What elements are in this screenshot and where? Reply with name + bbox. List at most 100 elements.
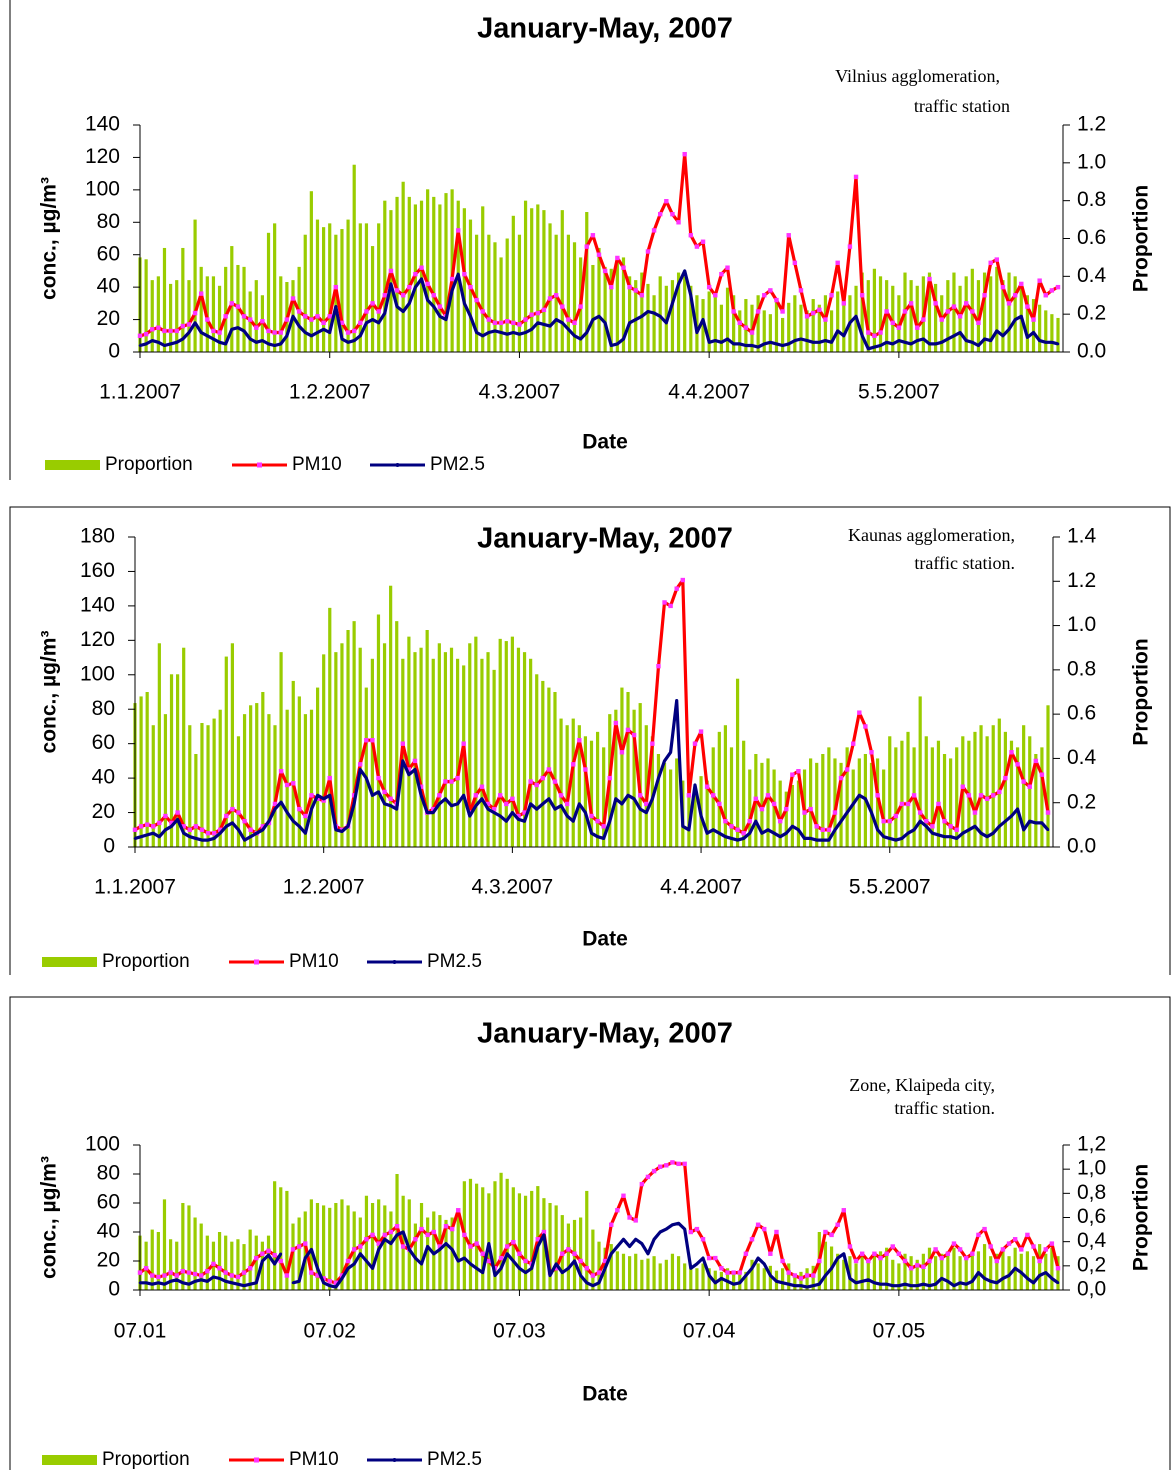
marker: [646, 310, 650, 313]
bar: [266, 1235, 271, 1290]
marker: [595, 818, 600, 824]
bar: [211, 276, 216, 352]
bar: [787, 1263, 791, 1290]
bar: [175, 1241, 179, 1290]
legend-marker: [392, 960, 397, 964]
marker: [254, 340, 258, 344]
marker: [713, 1281, 717, 1285]
bar: [455, 658, 460, 847]
marker: [857, 710, 862, 715]
marker: [535, 1237, 540, 1242]
marker: [985, 835, 989, 838]
marker: [346, 340, 350, 344]
marker: [881, 818, 886, 824]
bar: [784, 791, 788, 847]
marker: [144, 1281, 148, 1285]
marker: [888, 837, 892, 840]
marker: [322, 1281, 325, 1285]
bar: [811, 299, 815, 352]
marker: [364, 1237, 369, 1242]
legend-label: PM10: [289, 951, 339, 972]
marker: [585, 1281, 589, 1285]
bar: [389, 1211, 393, 1290]
marker: [218, 831, 222, 835]
marker: [917, 810, 923, 815]
y2-tick-label: 0.2: [1077, 302, 1106, 325]
bar: [328, 223, 332, 352]
marker: [304, 831, 307, 835]
marker: [725, 1270, 730, 1275]
marker: [273, 344, 276, 347]
marker: [964, 1255, 969, 1261]
marker: [560, 1271, 564, 1274]
marker: [536, 1245, 540, 1248]
marker: [546, 767, 552, 772]
bar: [583, 736, 588, 847]
marker: [597, 1281, 601, 1285]
marker: [498, 814, 502, 818]
bar: [162, 247, 167, 352]
marker: [784, 831, 788, 835]
bar: [626, 692, 630, 847]
bar: [614, 709, 618, 847]
marker: [560, 321, 564, 325]
bar: [510, 636, 514, 847]
marker: [284, 317, 290, 322]
marker: [1056, 342, 1060, 346]
bar: [481, 206, 485, 352]
bar: [891, 285, 895, 352]
bar: [989, 1256, 993, 1290]
marker: [804, 1273, 810, 1278]
marker: [971, 340, 974, 344]
marker: [469, 315, 472, 318]
marker: [1021, 779, 1026, 784]
marker: [902, 309, 908, 314]
marker: [699, 814, 703, 818]
marker: [609, 1222, 614, 1227]
bar: [591, 264, 595, 352]
marker: [671, 302, 674, 305]
y-tick-label: 140: [85, 113, 120, 136]
bar: [805, 310, 809, 352]
bar: [652, 1256, 656, 1290]
y-tick-label: 100: [85, 177, 120, 200]
bar: [559, 718, 563, 847]
marker: [255, 831, 259, 835]
marker: [493, 329, 497, 333]
marker: [936, 801, 941, 807]
marker: [637, 793, 643, 798]
marker: [830, 1266, 833, 1270]
marker: [578, 304, 583, 309]
marker: [223, 314, 228, 319]
y2-tick-label: 0,6: [1077, 1205, 1106, 1228]
marker: [1000, 284, 1006, 290]
legend-marker: [254, 959, 259, 965]
marker: [663, 759, 666, 763]
marker: [964, 339, 968, 342]
marker: [995, 1281, 999, 1285]
marker: [247, 317, 253, 322]
marker: [597, 315, 601, 318]
marker: [309, 317, 314, 322]
bar: [735, 678, 740, 847]
marker: [510, 796, 515, 801]
marker: [401, 310, 405, 313]
bar: [169, 1239, 173, 1290]
bar: [597, 1241, 601, 1290]
marker: [310, 807, 313, 811]
marker: [1006, 1241, 1012, 1246]
bar: [640, 1259, 644, 1290]
bar: [781, 1268, 785, 1290]
marker: [236, 326, 240, 329]
marker: [650, 741, 655, 746]
y-tick-label: 140: [80, 593, 115, 616]
marker: [540, 775, 546, 781]
bar: [729, 747, 734, 847]
marker: [310, 334, 313, 338]
marker: [400, 293, 406, 298]
bar: [793, 1275, 797, 1290]
marker: [657, 776, 660, 780]
bar: [395, 196, 399, 352]
marker: [845, 811, 849, 814]
marker: [449, 276, 455, 282]
